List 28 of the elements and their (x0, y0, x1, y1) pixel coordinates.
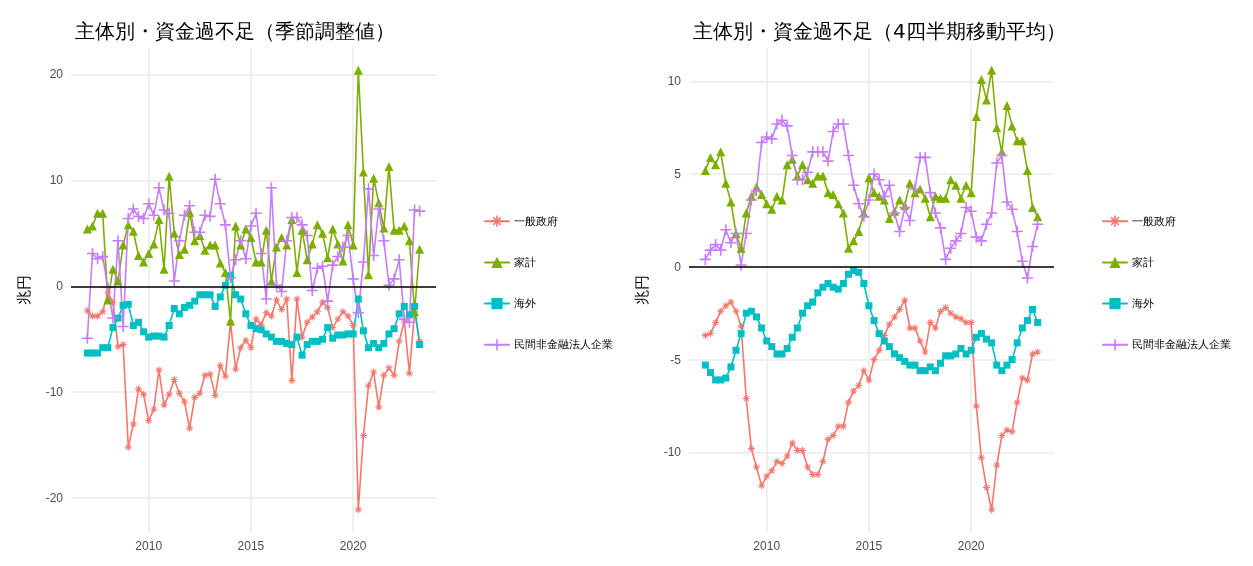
chart-title: 主体別・資金過不足（4四半期移動平均） (693, 19, 1066, 43)
legend-label: 民間非金融法人企業 (1132, 338, 1231, 352)
y-tick-label: 10 (667, 74, 682, 89)
y-axis-title: 兆円 (15, 275, 32, 305)
y-tick-label: -20 (45, 491, 64, 506)
chart-title: 主体別・資金過不足（季節調整値） (75, 19, 395, 43)
legend-label: 一般政府 (1132, 214, 1176, 228)
x-tick-label: 2010 (135, 539, 163, 553)
x-tick-label: 2020 (339, 539, 367, 553)
legend-label: 家計 (514, 255, 536, 269)
x-tick-label: 2020 (957, 539, 985, 553)
x-tick-label: 2015 (855, 539, 883, 553)
y-tick-label: 5 (674, 167, 682, 182)
legend-label: 一般政府 (514, 214, 558, 228)
y-tick-label: 0 (56, 279, 64, 294)
legend-label: 海外 (1132, 297, 1154, 311)
x-tick-label: 2010 (753, 539, 781, 553)
y-tick-label: -10 (663, 445, 682, 460)
y-tick-label: -5 (670, 352, 682, 367)
y-tick-label: 0 (674, 259, 682, 274)
legend-label: 民間非金融法人企業 (514, 338, 613, 352)
y-tick-label: 10 (49, 173, 64, 188)
x-tick-label: 2015 (237, 539, 265, 553)
y-tick-label: -10 (45, 385, 64, 400)
y-axis-title: 兆円 (633, 275, 650, 305)
y-tick-label: 20 (49, 67, 64, 82)
legend-label: 家計 (1132, 255, 1154, 269)
legend-label: 海外 (514, 297, 536, 311)
